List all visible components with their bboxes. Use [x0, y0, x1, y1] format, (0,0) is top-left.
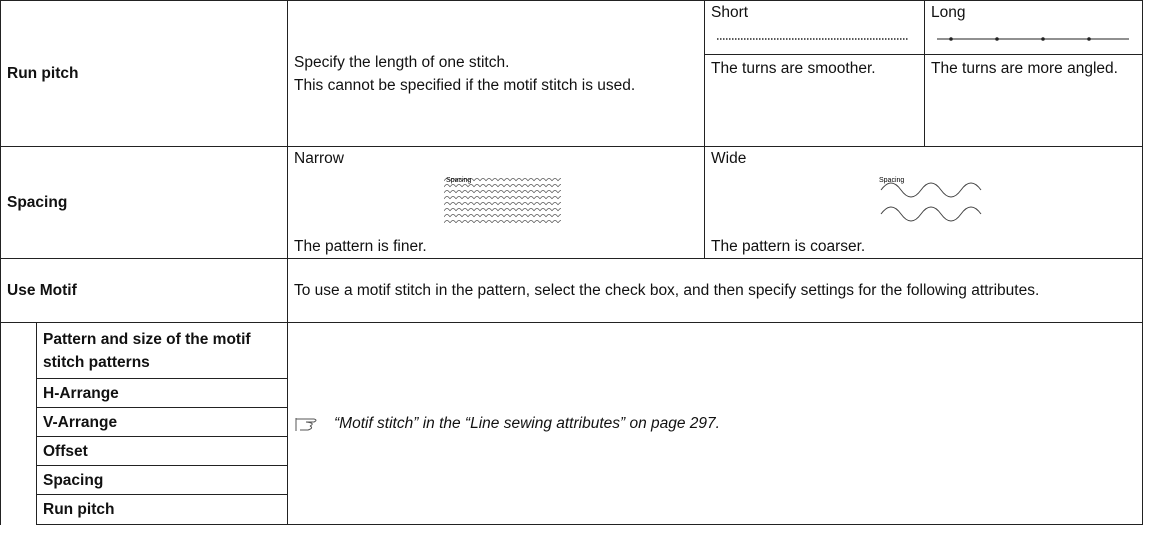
image-label: Spacing — [446, 177, 471, 184]
row-label: Run pitch — [0, 0, 288, 147]
row-label: Use Motif — [0, 258, 288, 323]
option-title: Long — [931, 4, 966, 21]
attribute-label: Run pitch — [36, 494, 288, 525]
description: Specify the length of one stitch. This ca… — [287, 0, 705, 147]
reference: “Motif stitch” in the “Line sewing attri… — [287, 322, 1143, 525]
text: Specify the length of one stitch. — [294, 53, 510, 71]
stitch-sample — [937, 37, 1129, 41]
option-title: Wide — [711, 150, 747, 167]
option-note: The pattern is finer. — [294, 238, 427, 255]
reference-icon — [295, 417, 317, 431]
option-title: Narrow — [294, 150, 344, 167]
row: Use Motif To use a motif stitch in the p… — [0, 258, 1143, 323]
description: To use a motif stitch in the pattern, se… — [287, 258, 1143, 323]
attribute-label: Offset — [36, 436, 288, 466]
row-label: Spacing — [0, 146, 288, 259]
image-label: Spacing — [879, 177, 904, 184]
text: This cannot be specified if the motif st… — [294, 76, 636, 94]
attribute-label: Pattern and size of the motif stitch pat… — [36, 322, 288, 379]
option-cell: Narrow Spacing The pattern is finer. — [287, 146, 705, 259]
row: Spacing Narrow Spacing The pattern is fi… — [0, 146, 1143, 259]
attribute-label: H-Arrange — [36, 378, 288, 408]
settings-table: Run pitch Specify the length of one stit… — [0, 0, 1143, 525]
option-cell: Long The turns are more angled. — [924, 0, 1143, 147]
reference-text: “Motif stitch” in the “Line sewing attri… — [334, 415, 720, 432]
attribute-label: V-Arrange — [36, 407, 288, 437]
pattern-sample: Spacing — [444, 175, 561, 223]
indent — [0, 322, 37, 525]
option-cell: Short The turns are smoother. — [704, 0, 925, 147]
option-note: The turns are more angled. — [931, 60, 1118, 77]
stitch-sample — [717, 38, 909, 40]
option-title: Short — [711, 4, 749, 21]
row: Pattern and size of the motif stitch pat… — [0, 322, 1143, 525]
option-note: The turns are smoother. — [711, 60, 876, 77]
option-note: The pattern is coarser. — [711, 238, 866, 255]
row: Run pitch Specify the length of one stit… — [0, 0, 1143, 147]
attribute-label: Spacing — [36, 465, 288, 495]
option-cell: Wide Spacing The pattern is coarser. — [704, 146, 1143, 259]
pattern-sample: Spacing — [879, 177, 982, 222]
